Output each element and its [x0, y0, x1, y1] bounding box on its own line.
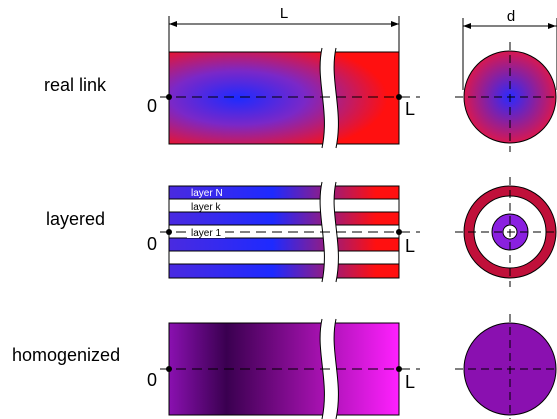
- homogenized-start-point: [166, 366, 172, 372]
- real-link-end-label: L: [405, 99, 415, 119]
- real-link-cross-section: [455, 42, 557, 152]
- layer-k-label: layer k: [191, 202, 221, 213]
- layered-start-point: [166, 229, 172, 235]
- dimension-diameter: [462, 18, 557, 90]
- real-link-end-point: [396, 94, 402, 100]
- diameter-label: d: [507, 8, 515, 25]
- layered-cross-section: [455, 177, 557, 287]
- real-link-start-point: [166, 94, 172, 100]
- homogenized-cross-section: [455, 314, 557, 419]
- label-real-link: real link: [44, 75, 107, 95]
- homogenized-bar: [168, 318, 400, 419]
- homogenized-end-label: L: [405, 372, 415, 392]
- homogenized-start-label: 0: [147, 370, 157, 390]
- layer-1-label: layer 1: [191, 228, 221, 239]
- length-label: L: [280, 5, 288, 22]
- layered-end-label: L: [405, 236, 415, 256]
- label-layered: layered: [46, 209, 106, 229]
- layer-1-label-bg: [187, 226, 225, 238]
- layer-n-label: layer N: [191, 188, 223, 199]
- layered-start-label: 0: [147, 234, 157, 254]
- dimension-length: [168, 16, 400, 55]
- layered-end-point: [396, 229, 402, 235]
- homogenized-end-point: [396, 366, 402, 372]
- real-link-start-label: 0: [147, 96, 157, 116]
- real-link-bar: [168, 47, 400, 149]
- label-homogenized: homogenized: [12, 345, 121, 365]
